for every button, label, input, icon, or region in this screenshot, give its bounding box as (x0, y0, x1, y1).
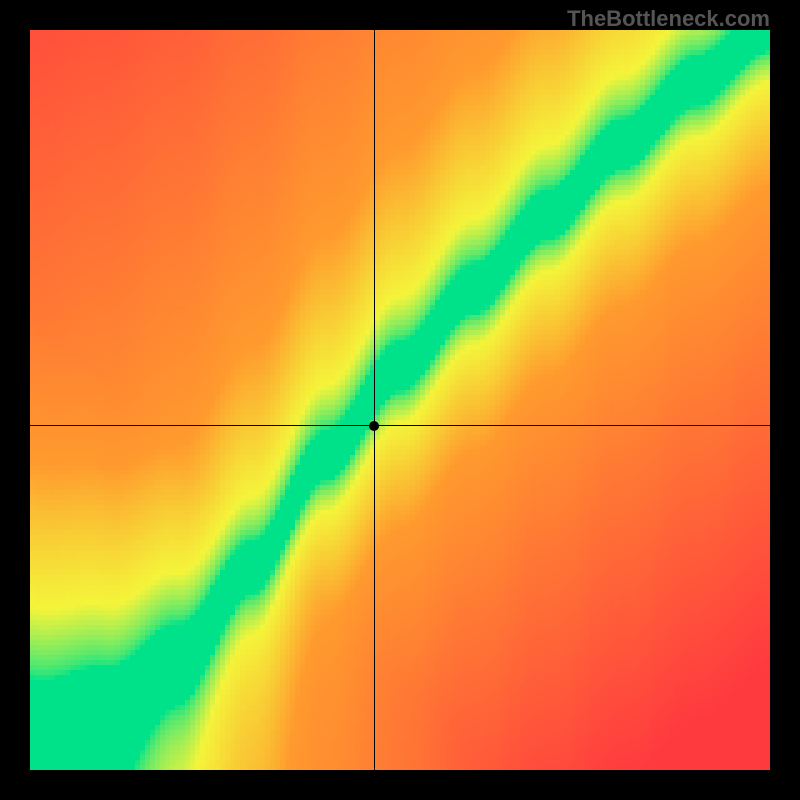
crosshair-horizontal (30, 425, 770, 426)
crosshair-vertical (374, 30, 375, 770)
chart-container: TheBottleneck.com (0, 0, 800, 800)
watermark-text: TheBottleneck.com (567, 6, 770, 32)
data-point-marker (369, 421, 379, 431)
heatmap-canvas (30, 30, 770, 770)
heatmap-plot-area (30, 30, 770, 770)
